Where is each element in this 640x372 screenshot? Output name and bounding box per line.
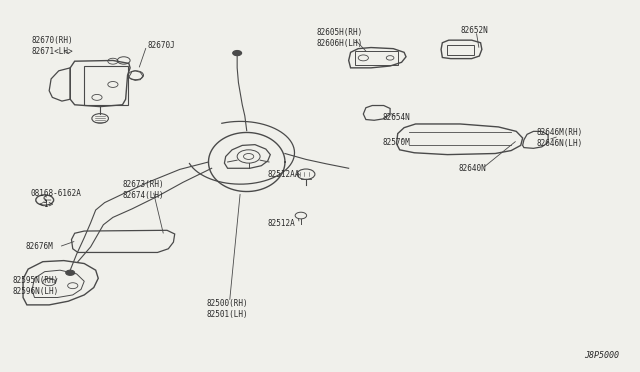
Text: 82500(RH)
82501(LH): 82500(RH) 82501(LH) [207, 299, 248, 319]
Text: J8P5000: J8P5000 [584, 350, 620, 359]
Text: 82673(RH)
82674(LH): 82673(RH) 82674(LH) [122, 180, 164, 201]
Text: S: S [42, 196, 47, 205]
Bar [447, 45, 474, 55]
Bar [84, 66, 127, 105]
Text: 82654N: 82654N [383, 113, 410, 122]
Text: 08168-6162A
  <1>: 08168-6162A <1> [30, 189, 81, 209]
Text: 82646M(RH)
82646N(LH): 82646M(RH) 82646N(LH) [537, 128, 583, 148]
Bar [355, 51, 398, 65]
Text: 82605H(RH)
82606H(LH): 82605H(RH) 82606H(LH) [317, 28, 363, 48]
Text: 82512AA: 82512AA [268, 170, 300, 179]
Text: 82512A: 82512A [268, 219, 296, 228]
Text: 82652N: 82652N [460, 26, 488, 35]
Circle shape [233, 51, 242, 56]
Text: 82640N: 82640N [459, 164, 486, 173]
Circle shape [66, 270, 75, 275]
Text: 82595N(RH)
82596N(LH): 82595N(RH) 82596N(LH) [13, 276, 59, 296]
Text: 82570M: 82570M [383, 138, 410, 147]
Text: 82670J: 82670J [148, 41, 176, 50]
Text: 82670(RH)
82671<LH>: 82670(RH) 82671<LH> [32, 36, 74, 56]
Text: 82676M: 82676M [26, 243, 53, 251]
